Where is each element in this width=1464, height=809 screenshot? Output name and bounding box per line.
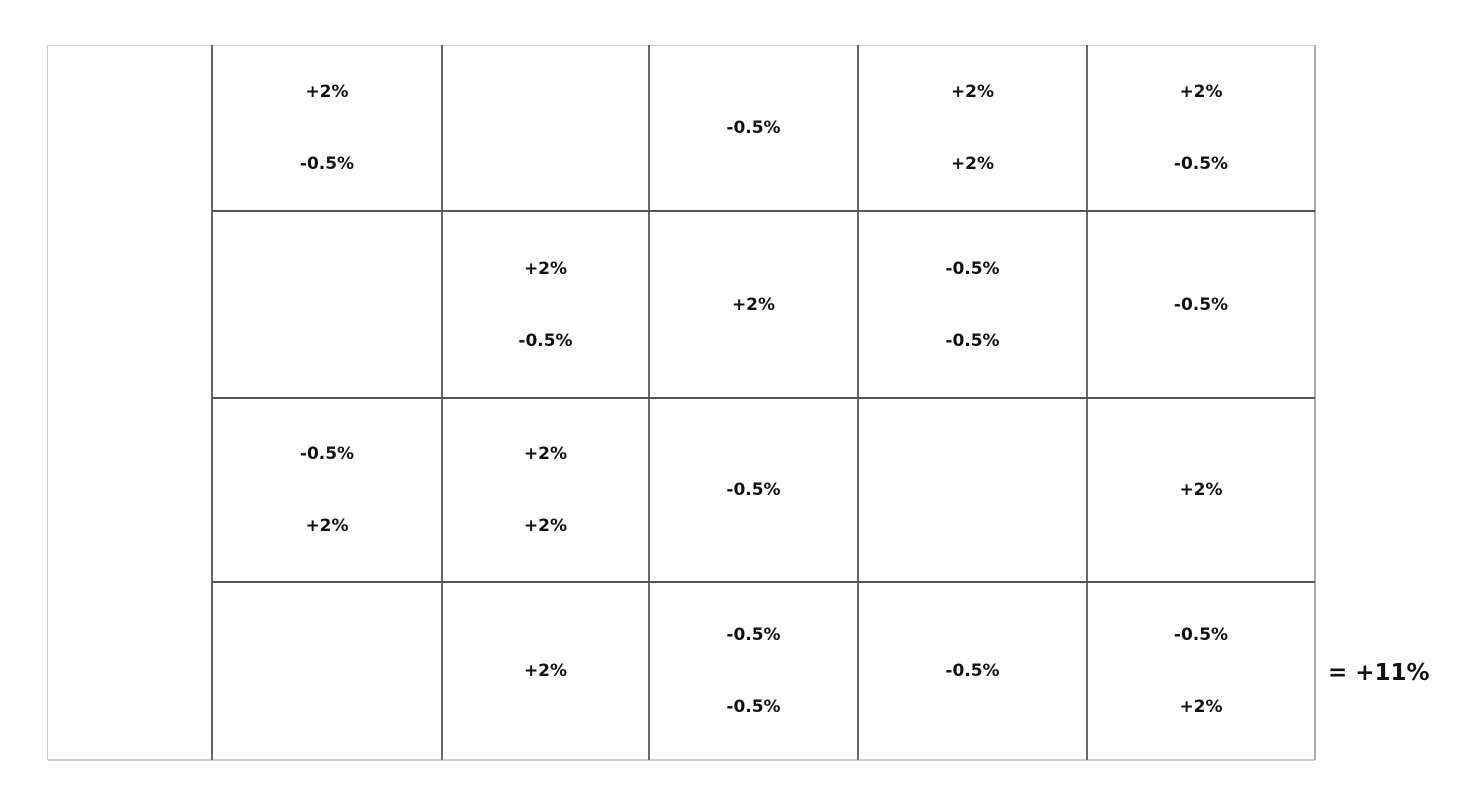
cell-text: +2%: [523, 258, 568, 279]
grid-line: [1086, 45, 1088, 760]
cell: -0.5% +2%: [212, 398, 442, 582]
cell-text: -0.5%: [945, 330, 1000, 351]
cell-text: -0.5%: [518, 330, 573, 351]
cell-text: +2%: [731, 294, 776, 315]
frame-line: [48, 759, 1315, 761]
cell-text: -0.5%: [945, 258, 1000, 279]
cell-text: -0.5%: [945, 661, 1000, 681]
cell: -0.5%: [649, 45, 858, 211]
frame-line: [47, 45, 48, 760]
cell-text: -0.5%: [726, 697, 781, 717]
grid-line: [441, 45, 443, 760]
cell: [212, 211, 442, 398]
cell: +2% -0.5%: [212, 45, 442, 211]
cell: -0.5%: [1087, 211, 1315, 398]
cell-text: +2%: [950, 154, 995, 174]
cell: [442, 45, 649, 211]
grid-line: [212, 210, 1315, 212]
cell: -0.5% +2%: [1087, 582, 1315, 760]
cell: +2% -0.5%: [442, 211, 649, 398]
grid-line: [1314, 45, 1316, 760]
cell: +2% -0.5%: [1087, 45, 1315, 211]
cell: [858, 398, 1087, 582]
cell: +2%: [442, 582, 649, 760]
cell-text: +2%: [523, 444, 568, 464]
cell-text: -0.5%: [726, 480, 781, 500]
cell-text: -0.5%: [1173, 625, 1229, 645]
cell: -0.5%: [649, 398, 858, 582]
cell-text: -0.5%: [1173, 154, 1229, 174]
grid-line: [211, 45, 213, 760]
cell-text: -0.5%: [1173, 294, 1229, 315]
cell-text: +2%: [523, 661, 568, 681]
total: = +11%: [1328, 660, 1430, 686]
cell-text: +2%: [1179, 480, 1223, 500]
cell: +2%: [1087, 398, 1315, 582]
cell-text: -0.5%: [299, 444, 355, 464]
grid-line: [857, 45, 859, 760]
cell-text: -0.5%: [299, 154, 355, 174]
cell: +2% +2%: [858, 45, 1087, 211]
cell: +2%: [649, 211, 858, 398]
frame-line: [48, 45, 1315, 46]
cell: -0.5%: [858, 582, 1087, 760]
cell-text: -0.5%: [726, 625, 781, 645]
cell-text: +2%: [1179, 82, 1223, 102]
cell-text: +2%: [305, 82, 349, 102]
cell-text: -0.5%: [726, 118, 781, 138]
cell: -0.5% -0.5%: [858, 211, 1087, 398]
cell-text: +2%: [523, 516, 568, 536]
cell: +2% +2%: [442, 398, 649, 582]
grid-line: [212, 397, 1315, 399]
cell: [212, 582, 442, 760]
cell-text: +2%: [950, 82, 995, 102]
cell-text: +2%: [305, 516, 349, 536]
grid-line: [212, 581, 1315, 583]
grid-line: [648, 45, 650, 760]
cell-text: +2%: [1179, 697, 1223, 717]
cell: -0.5% -0.5%: [649, 582, 858, 760]
